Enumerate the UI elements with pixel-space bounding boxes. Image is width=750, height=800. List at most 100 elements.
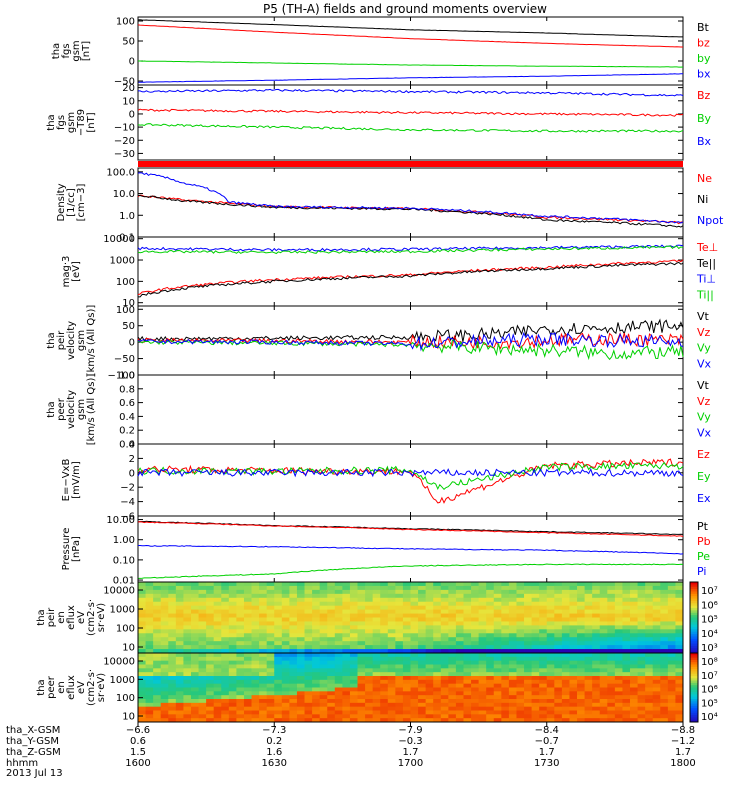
heat-cell xyxy=(183,653,192,658)
heat-cell xyxy=(584,699,593,704)
heat-cell xyxy=(334,585,343,591)
heat-cell xyxy=(372,660,381,665)
heat-cell xyxy=(675,605,684,611)
heat-cell xyxy=(486,656,495,662)
heat-cell xyxy=(168,597,177,603)
heat-cell xyxy=(508,714,517,719)
heat-cell xyxy=(312,605,321,611)
heat-cell xyxy=(259,629,268,634)
heat-cell xyxy=(183,601,192,607)
heat-cell xyxy=(319,613,328,618)
heat-cell xyxy=(448,656,457,662)
heat-cell xyxy=(471,710,480,715)
colorbar-label: 10³ xyxy=(701,643,718,654)
heat-cell xyxy=(440,683,449,688)
heat-cell xyxy=(622,617,631,622)
heat-cell xyxy=(327,625,336,630)
heat-cell xyxy=(266,683,275,688)
heat-cell xyxy=(675,718,684,723)
heat-cell xyxy=(228,653,237,658)
heat-cell xyxy=(342,679,351,685)
heat-cell xyxy=(471,695,480,700)
heat-cell xyxy=(160,710,169,715)
heat-cell xyxy=(357,645,366,650)
heat-cell xyxy=(190,702,199,708)
heat-cell xyxy=(425,589,434,595)
panel-frame xyxy=(137,374,684,445)
heat-cell xyxy=(372,683,381,688)
heat-cell xyxy=(410,597,419,603)
heat-cell xyxy=(342,589,351,595)
heat-cell xyxy=(251,653,260,658)
heat-cell xyxy=(236,645,245,650)
heat-cell xyxy=(410,613,419,618)
heat-cell xyxy=(622,702,631,708)
heat-cell xyxy=(448,699,457,704)
y-tick-label: 0.01 xyxy=(113,576,135,587)
heat-cell xyxy=(395,589,404,595)
heat-cell xyxy=(425,699,434,704)
heat-cell xyxy=(304,683,313,688)
legend-peir_velocity-3: Vx xyxy=(697,357,712,370)
heat-cell xyxy=(645,605,654,611)
heat-cell xyxy=(554,629,563,634)
heat-cell xyxy=(493,687,502,692)
heat-cell xyxy=(319,637,328,642)
heat-cell xyxy=(584,702,593,708)
colorbar-label: 10⁴ xyxy=(701,629,718,640)
heat-cell xyxy=(463,660,472,665)
colorbar-cell xyxy=(690,645,698,649)
heat-cell xyxy=(334,676,343,681)
heat-cell xyxy=(508,687,517,692)
heat-cell xyxy=(645,683,654,688)
heat-cell xyxy=(448,621,457,626)
heat-cell xyxy=(289,597,298,603)
heat-cell xyxy=(357,637,366,642)
heat-cell xyxy=(471,687,480,692)
heat-cell xyxy=(486,621,495,626)
heat-cell xyxy=(266,687,275,692)
heat-cell xyxy=(577,691,585,696)
heat-cell xyxy=(554,679,563,685)
heat-cell xyxy=(418,629,427,634)
heat-cell xyxy=(319,625,328,630)
heat-cell xyxy=(221,653,230,658)
heat-cell xyxy=(296,702,305,708)
heat-cell xyxy=(410,706,419,711)
heat-cell xyxy=(266,691,275,696)
heat-cell xyxy=(433,672,442,677)
heat-cell xyxy=(539,706,548,711)
heat-cell xyxy=(349,637,358,642)
heat-cell xyxy=(463,664,472,669)
heat-cell xyxy=(357,687,366,692)
heat-cell xyxy=(592,625,601,630)
heat-cell xyxy=(402,706,411,711)
heat-cell xyxy=(508,597,517,603)
heat-cell xyxy=(493,641,502,646)
heat-cell xyxy=(213,641,222,646)
heat-cell xyxy=(546,649,555,654)
heat-cell xyxy=(501,687,510,692)
heat-cell xyxy=(213,605,222,611)
heat-cell xyxy=(145,660,154,665)
heat-cell xyxy=(675,641,684,646)
heat-cell xyxy=(577,613,585,618)
y-tick-label: 1000 xyxy=(110,605,135,616)
heat-cell xyxy=(402,593,411,599)
heat-cell xyxy=(493,691,502,696)
heat-cell xyxy=(463,691,472,696)
heat-cell xyxy=(660,585,669,591)
heat-cell xyxy=(145,706,154,711)
heat-cell xyxy=(561,702,570,708)
heat-cell xyxy=(138,605,146,611)
heat-cell xyxy=(304,617,313,622)
heat-cell xyxy=(486,691,495,696)
heat-cell xyxy=(342,613,351,618)
heat-cell xyxy=(508,637,517,642)
heat-cell xyxy=(365,589,374,595)
heat-cell xyxy=(153,589,162,595)
heat-cell xyxy=(183,691,192,696)
heat-cell xyxy=(266,637,275,642)
heat-cell xyxy=(569,621,578,626)
